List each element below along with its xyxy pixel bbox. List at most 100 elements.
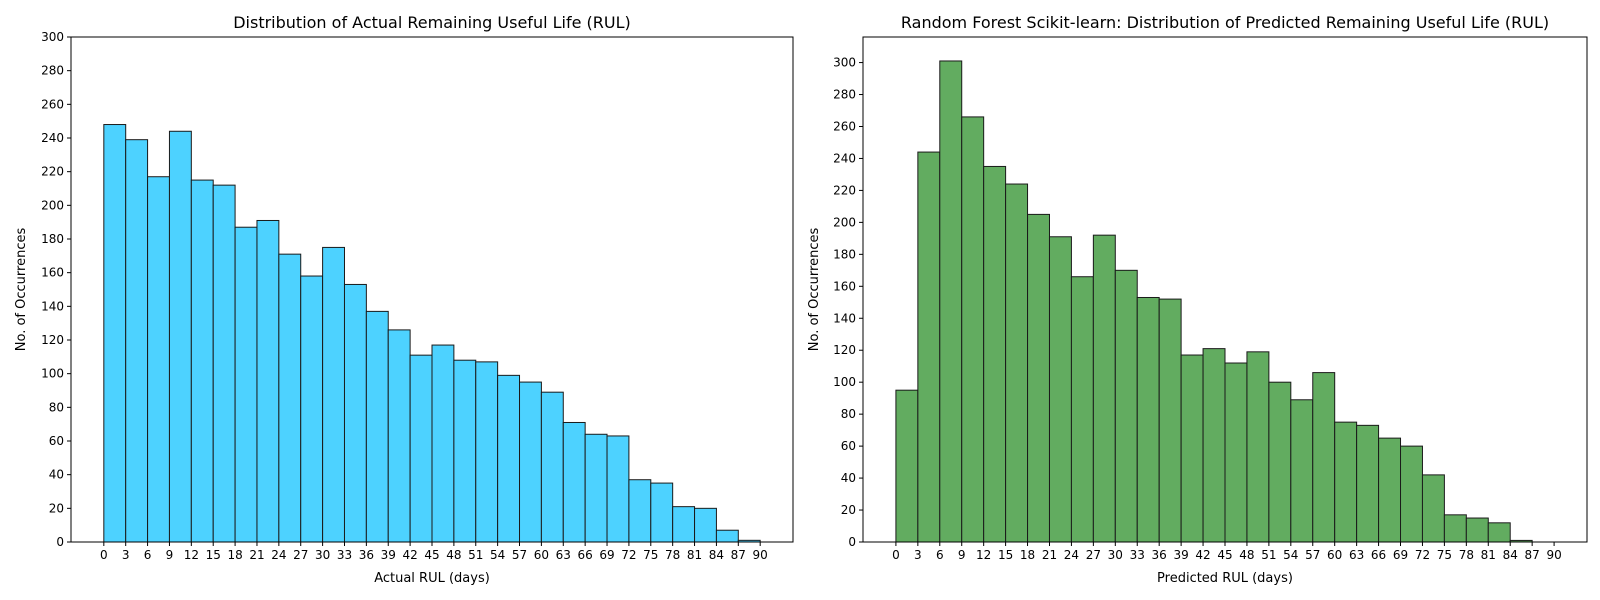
y-tick-label: 200 bbox=[41, 198, 64, 212]
y-tick-label: 120 bbox=[833, 343, 856, 357]
y-tick-label: 200 bbox=[833, 215, 856, 229]
histogram-bar bbox=[1465, 517, 1489, 543]
histogram-bar bbox=[322, 246, 345, 543]
histogram-bar bbox=[1268, 381, 1292, 543]
histogram-bar bbox=[1400, 445, 1423, 543]
y-tick-label: 40 bbox=[49, 468, 64, 482]
x-tick-label: 30 bbox=[315, 548, 330, 562]
x-tick-label: 12 bbox=[184, 548, 199, 562]
x-tick-label: 3 bbox=[914, 548, 922, 562]
x-tick-label: 42 bbox=[1195, 548, 1210, 562]
histogram-bar bbox=[584, 433, 608, 543]
y-tick-label: 140 bbox=[41, 299, 64, 313]
bars-group bbox=[895, 60, 1533, 543]
x-tick-label: 36 bbox=[359, 548, 374, 562]
histogram-bar bbox=[895, 389, 919, 543]
histogram-bar bbox=[1048, 236, 1072, 543]
x-tick-label: 0 bbox=[892, 548, 900, 562]
x-axis-label: Predicted RUL (days) bbox=[1157, 571, 1293, 586]
histogram-bar bbox=[190, 179, 214, 543]
x-tick-label: 81 bbox=[1481, 548, 1496, 562]
histogram-bar bbox=[409, 354, 433, 543]
x-tick-label: 42 bbox=[402, 548, 417, 562]
x-tick-label: 72 bbox=[1415, 548, 1430, 562]
y-tick-label: 160 bbox=[41, 266, 64, 280]
x-tick-label: 45 bbox=[1217, 548, 1232, 562]
y-axis-label: No. of Occurrences bbox=[807, 228, 822, 352]
histogram-bar bbox=[343, 283, 367, 543]
x-tick-label: 48 bbox=[446, 548, 461, 562]
y-tick-label: 80 bbox=[49, 400, 64, 414]
x-tick-label: 33 bbox=[337, 548, 352, 562]
histogram-bar bbox=[715, 529, 739, 543]
histogram-bar bbox=[1378, 437, 1402, 543]
x-tick-label: 66 bbox=[578, 548, 593, 562]
x-tick-label: 15 bbox=[206, 548, 221, 562]
bars-group bbox=[103, 124, 761, 543]
y-tick-label: 220 bbox=[833, 183, 856, 197]
x-tick-label: 87 bbox=[731, 548, 746, 562]
x-tick-label: 72 bbox=[621, 548, 636, 562]
chart-title: Random Forest Scikit-learn: Distribution… bbox=[901, 13, 1549, 32]
x-tick-label: 84 bbox=[1503, 548, 1518, 562]
y-tick-label: 300 bbox=[41, 30, 64, 44]
histogram-bar bbox=[1027, 213, 1050, 543]
x-tick-label: 39 bbox=[381, 548, 396, 562]
histogram-bar bbox=[1180, 354, 1204, 543]
histogram-bar bbox=[961, 116, 985, 543]
x-tick-label: 51 bbox=[468, 548, 483, 562]
x-tick-label: 75 bbox=[643, 548, 658, 562]
y-tick-label: 60 bbox=[841, 439, 856, 453]
histogram-bar bbox=[1356, 424, 1380, 543]
y-ticks-group: 0 20 40 60 80 100 120 140 160 180 200 220 240 260 280 3… bbox=[833, 56, 863, 549]
x-tick-label: 12 bbox=[976, 548, 991, 562]
x-tick-label: 39 bbox=[1173, 548, 1188, 562]
y-tick-label: 60 bbox=[49, 434, 64, 448]
y-tick-label: 100 bbox=[833, 375, 856, 389]
histogram-bar bbox=[1114, 269, 1138, 543]
histogram-bar bbox=[1005, 183, 1029, 543]
x-tick-label: 81 bbox=[687, 548, 702, 562]
x-tick-label: 18 bbox=[1020, 548, 1035, 562]
x-tick-label: 24 bbox=[271, 548, 286, 562]
x-tick-label: 36 bbox=[1152, 548, 1167, 562]
x-tick-label: 63 bbox=[556, 548, 571, 562]
x-tick-label: 6 bbox=[936, 548, 944, 562]
y-tick-label: 80 bbox=[841, 407, 856, 421]
histogram-bar bbox=[672, 506, 696, 543]
histogram-bar bbox=[1202, 348, 1226, 543]
histogram-bar bbox=[917, 151, 941, 543]
y-tick-label: 120 bbox=[41, 333, 64, 347]
histogram-bar bbox=[147, 176, 170, 543]
histogram-bar bbox=[562, 421, 586, 543]
x-tick-label: 51 bbox=[1261, 548, 1276, 562]
x-tick-label: 3 bbox=[122, 548, 130, 562]
y-tick-label: 20 bbox=[49, 501, 64, 515]
histogram-bar bbox=[212, 184, 236, 543]
x-tick-label: 57 bbox=[1305, 548, 1320, 562]
x-ticks-group: 0 3 6 9 12 15 18 21 24 27 30 33 36 39 42 45 48 51 54 57 60 63… bbox=[100, 542, 768, 562]
y-tick-label: 160 bbox=[833, 279, 856, 293]
y-tick-label: 140 bbox=[833, 311, 856, 325]
histogram-bar bbox=[300, 275, 324, 543]
y-ticks-group: 0 20 40 60 80 100 120 140 160 180 200 220 240 260 280 3… bbox=[41, 30, 71, 549]
plot-frame bbox=[862, 36, 1588, 543]
x-tick-label: 87 bbox=[1525, 548, 1540, 562]
histogram-bar bbox=[939, 60, 963, 543]
x-tick-label: 9 bbox=[958, 548, 966, 562]
x-tick-label: 54 bbox=[490, 548, 505, 562]
chart-predicted-rul: Random Forest Scikit-learn: Distribution… bbox=[807, 13, 1588, 586]
histogram-bar bbox=[628, 479, 652, 543]
chart-actual-rul: Distribution of Actual Remaining Useful … bbox=[14, 13, 794, 586]
x-tick-label: 45 bbox=[424, 548, 439, 562]
x-tick-label: 69 bbox=[599, 548, 614, 562]
x-tick-label: 57 bbox=[512, 548, 527, 562]
x-tick-label: 78 bbox=[1459, 548, 1474, 562]
x-tick-label: 33 bbox=[1130, 548, 1145, 562]
x-tick-label: 6 bbox=[144, 548, 152, 562]
x-tick-label: 90 bbox=[1546, 548, 1561, 562]
histogram-bar bbox=[475, 361, 499, 543]
x-tick-label: 54 bbox=[1283, 548, 1298, 562]
histogram-bar bbox=[1443, 514, 1467, 543]
